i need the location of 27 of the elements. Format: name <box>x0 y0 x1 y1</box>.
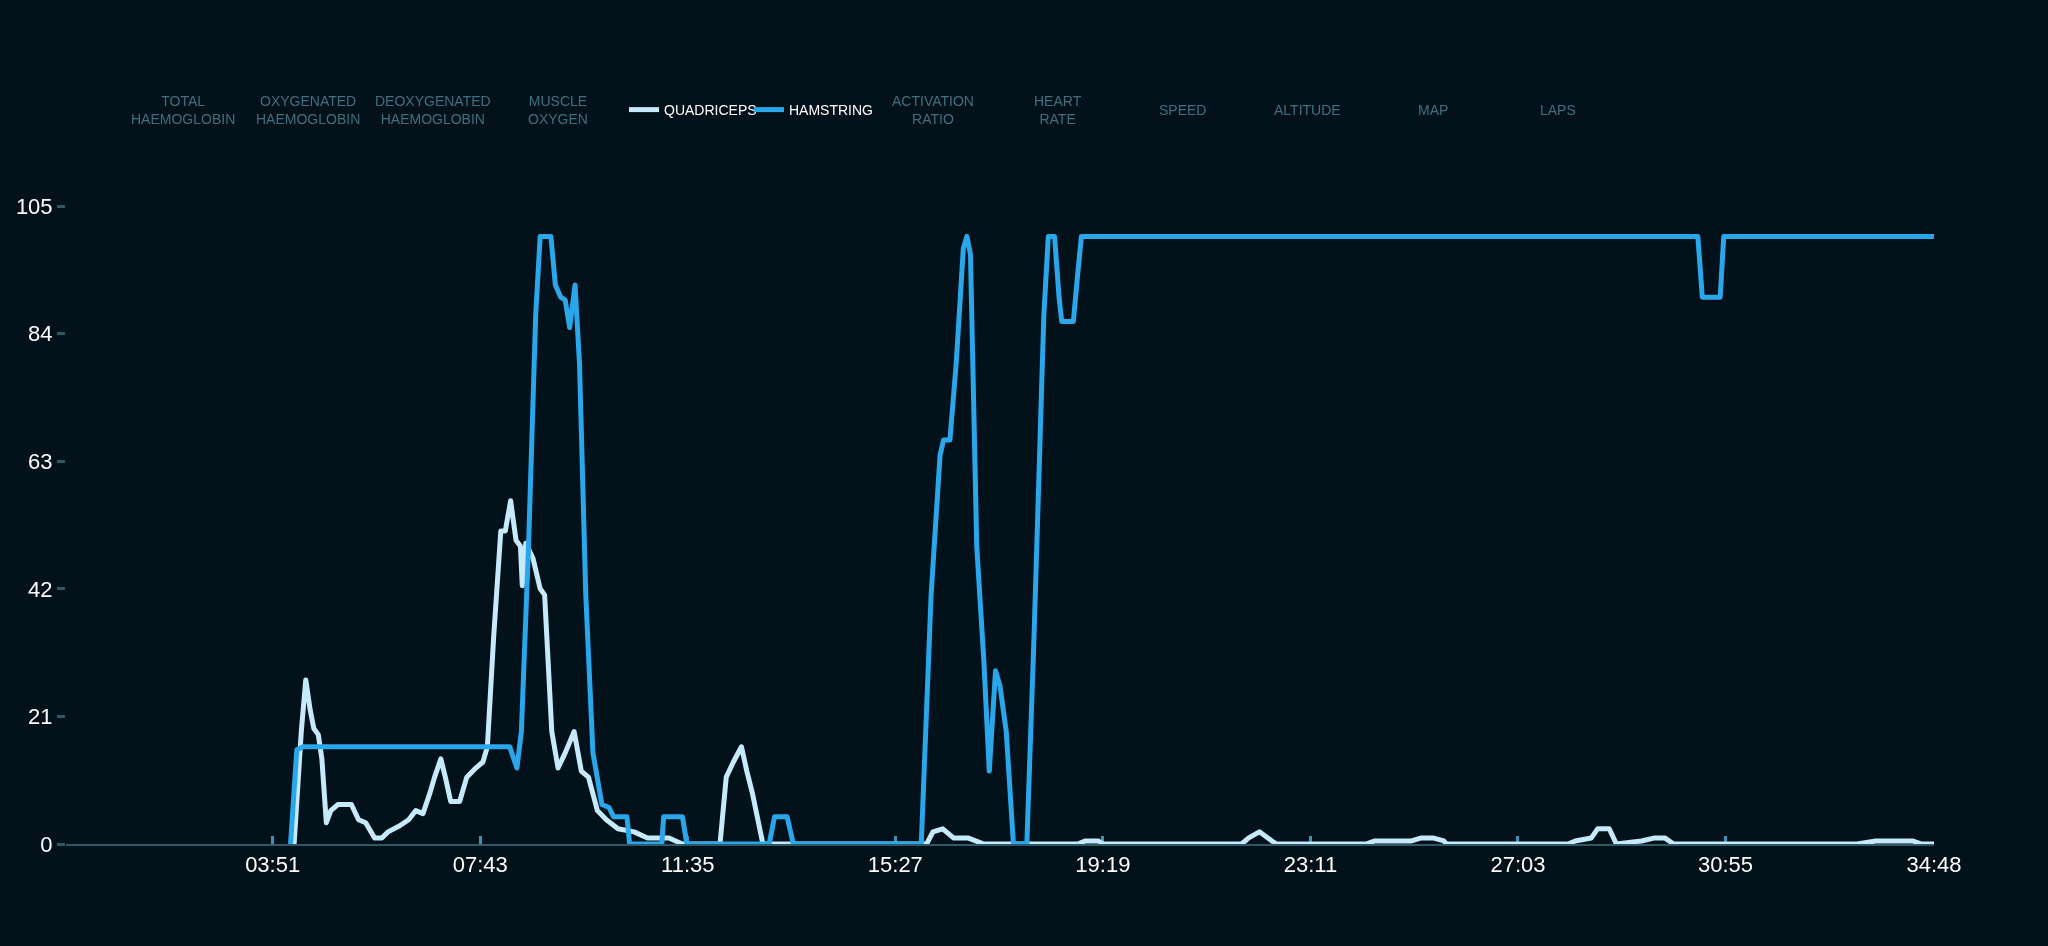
x-tick-label: 30:55 <box>1698 852 1754 878</box>
text: ALTITUDE <box>1274 102 1341 118</box>
legend-label: HAMSTRING <box>789 102 873 119</box>
y-tick-label: 84 <box>28 321 53 347</box>
y-tick-label: 42 <box>28 576 53 602</box>
x-tick-label: 19:19 <box>1075 852 1131 878</box>
x-tick-label: 11:35 <box>661 852 715 878</box>
text: MUSCLE OXYGEN <box>528 93 588 128</box>
text: LAPS <box>1540 102 1576 118</box>
x-tick-label: 27:03 <box>1490 852 1546 878</box>
text: DEOXYGENATED HAEMOGLOBIN <box>375 93 491 128</box>
y-tick-label: 21 <box>28 704 53 730</box>
text: MAP <box>1418 102 1449 118</box>
x-tick-label: 07:43 <box>452 852 508 878</box>
text: OXYGENATED HAEMOGLOBIN <box>256 93 361 128</box>
x-tick-label: 23:11 <box>1283 852 1338 878</box>
y-tick-label: 105 <box>15 193 53 219</box>
y-tick-label: 0 <box>40 831 53 857</box>
x-tick-label: 15:27 <box>867 852 923 878</box>
text: ACTIVATION RATIO <box>892 93 974 128</box>
text: SPEED <box>1159 102 1207 118</box>
legend-label: QUADRICEPS <box>664 102 757 119</box>
text: HEART RATE <box>1034 93 1082 128</box>
y-tick-label: 63 <box>28 448 53 474</box>
x-tick-label: 03:51 <box>245 852 301 878</box>
text: TOTAL HAEMOGLOBIN <box>131 93 236 128</box>
x-tick-label: 34:48 <box>1906 852 1962 878</box>
